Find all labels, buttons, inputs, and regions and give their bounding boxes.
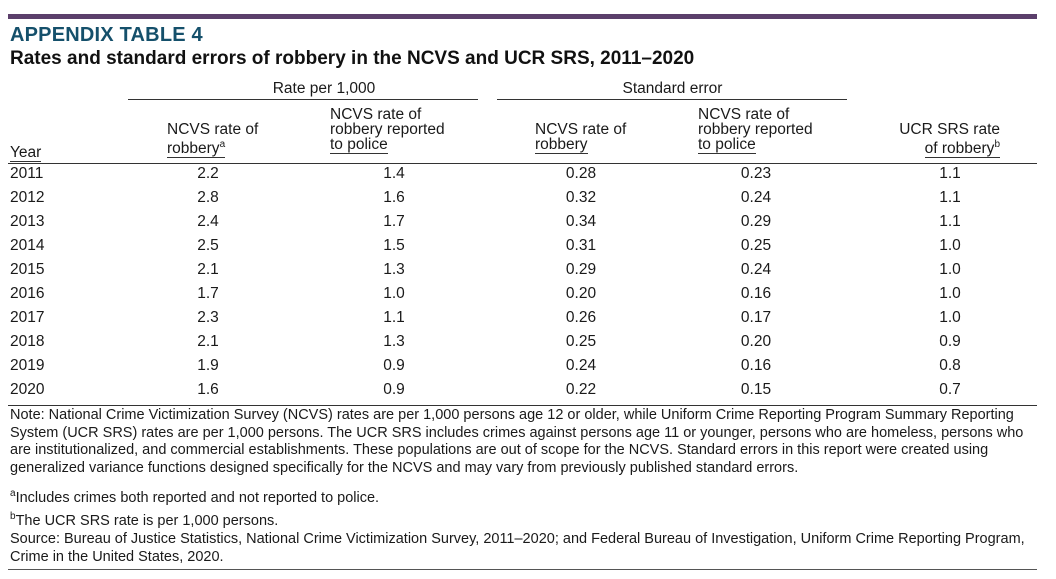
table-row: 2012 2.8 1.6 0.32 0.24 1.1: [10, 189, 961, 206]
group-rule-se: [497, 99, 847, 100]
table-title: Rates and standard errors of robbery in …: [10, 48, 695, 69]
col-header-ncvs-rate-reported: NCVS rate of robbery reported to police: [330, 106, 445, 154]
col-header-ucr-rate: UCR SRS rate of robberyb: [899, 121, 1000, 159]
group-rule-rate: [128, 99, 478, 100]
table-row: 2013 2.4 1.7 0.34 0.29 1.1: [10, 213, 961, 230]
top-rule: [8, 14, 1037, 19]
footnote-b: bThe UCR SRS rate is per 1,000 persons.: [10, 511, 279, 529]
table-row: 2020 1.6 0.9 0.22 0.15 0.7: [10, 381, 961, 398]
col-header-year: Year: [10, 144, 42, 162]
col-header-se-rate-reported: NCVS rate of robbery reported to police: [698, 106, 813, 154]
group-header-se: Standard error: [622, 80, 723, 97]
table-row: 2016 1.7 1.0 0.20 0.16 1.0: [10, 285, 961, 302]
col-header-ncvs-rate-robbery: NCVS rate of robberya: [167, 121, 259, 159]
table-row: 2015 2.1 1.3 0.29 0.24 1.0: [10, 261, 961, 278]
source-note: Source: Bureau of Justice Statistics, Na…: [10, 531, 1025, 565]
appendix-label: APPENDIX TABLE 4: [10, 24, 203, 46]
table-bottom-rule: [8, 405, 1037, 406]
table-row: 2018 2.1 1.3 0.25 0.20 0.9: [10, 333, 961, 350]
table-note: Note: National Crime Victimization Surve…: [10, 407, 1024, 476]
table-row: 2017 2.3 1.1 0.26 0.17 1.0: [10, 309, 961, 326]
group-header-rate: Rate per 1,000: [272, 80, 376, 97]
footnote-a: aIncludes crimes both reported and not r…: [10, 488, 380, 506]
header-rule: [8, 163, 1037, 164]
table-row: 2014 2.5 1.5 0.31 0.25 1.0: [10, 237, 961, 254]
col-header-se-rate-robbery: NCVS rate of robbery: [535, 121, 627, 154]
table-row: 2019 1.9 0.9 0.24 0.16 0.8: [10, 357, 961, 374]
bottom-rule: [8, 569, 1037, 570]
table-row: 2011 2.2 1.4 0.28 0.23 1.1: [10, 165, 961, 182]
